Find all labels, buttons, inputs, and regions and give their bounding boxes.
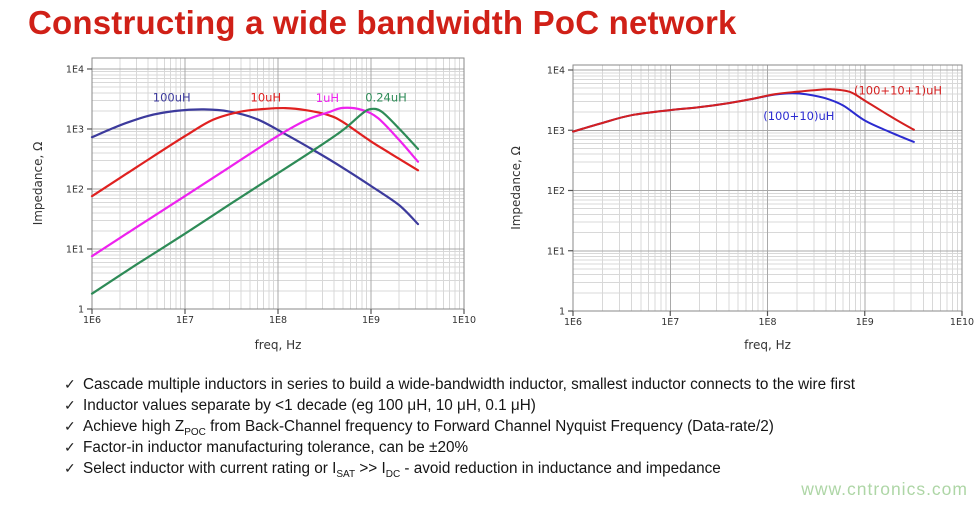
x-tick-label: 1E10 — [452, 315, 476, 326]
x-axis-title: freq, Hz — [255, 338, 302, 352]
y-axis-title: Impedance, Ω — [509, 146, 523, 230]
y-tick-label: 1E4 — [547, 66, 565, 77]
impedance-chart-individual-inductors: 1E6 1E7 1E8 1E9 1E10 1 1E1 1E2 1E3 1E4 freq, Hz Imp… — [31, 57, 476, 352]
y-tick-label: 1E3 — [66, 124, 84, 135]
note-text: Inductor values separate by <1 decade (e… — [83, 397, 536, 414]
curve-label-1uH: 1uH — [316, 91, 339, 105]
x-tick-label: 1E6 — [83, 315, 101, 326]
y-tick-label: 1E2 — [66, 184, 84, 195]
x-tick-label: 1E10 — [950, 317, 974, 328]
check-icon: ✓ — [64, 397, 76, 413]
list-item: ✓ Cascade multiple inductors in series to… — [64, 374, 964, 395]
curve-label-0.24uH: 0.24uH — [365, 91, 407, 105]
y-tick-label: 1 — [78, 305, 84, 316]
x-axis-title: freq, Hz — [744, 338, 791, 352]
subscript-text: SAT — [336, 469, 356, 481]
list-item: ✓ Factor-in inductor manufacturing tolera… — [64, 437, 964, 458]
y-tick-label: 1E3 — [547, 126, 565, 137]
x-tick-label: 1E8 — [269, 315, 287, 326]
note-text: from Back-Channel frequency to Forward C… — [205, 418, 774, 435]
list-item: ✓ Achieve high ZPOC from Back-Channel fre… — [64, 416, 964, 439]
subscript-text: DC — [385, 469, 401, 481]
notes-list: ✓ Cascade multiple inductors in series to… — [64, 374, 964, 481]
x-tick-label: 1E9 — [362, 315, 380, 326]
note-text: Achieve high Z — [83, 418, 185, 435]
y-tick-label: 1 — [559, 307, 565, 318]
x-tick-label: 1E9 — [856, 317, 874, 328]
note-text: Cascade multiple inductors in series to … — [83, 376, 856, 393]
curve-100uH — [90, 108, 420, 226]
y-tick-label: 1E2 — [547, 186, 565, 197]
y-tick-label: 1E4 — [66, 64, 84, 75]
watermark: www.cntronics.com — [801, 479, 968, 499]
x-tick-label: 1E7 — [661, 317, 679, 328]
y-tick-label: 1E1 — [66, 244, 84, 255]
y-tick-label: 1E1 — [547, 246, 565, 257]
list-item: ✓ Inductor values separate by <1 decade (… — [64, 395, 964, 416]
x-tick-label: 1E7 — [176, 315, 194, 326]
note-text: - avoid reduction in inductance and impe… — [400, 460, 721, 477]
curve-label-(100+10+1)uH: (100+10+1)uH — [854, 83, 942, 97]
check-icon: ✓ — [64, 460, 76, 476]
x-tick-label: 1E6 — [564, 317, 582, 328]
note-text: Factor-in inductor manufacturing toleran… — [83, 439, 469, 456]
y-axis-title: Impedance, Ω — [31, 142, 45, 226]
check-icon: ✓ — [64, 439, 76, 455]
subscript-text: POC — [184, 427, 206, 439]
curve-label-100uH: 100uH — [153, 91, 191, 105]
x-tick-label: 1E8 — [758, 317, 776, 328]
check-icon: ✓ — [64, 418, 76, 434]
curve-0.24uH — [90, 107, 420, 295]
curve-label-(100+10)uH: (100+10)uH — [763, 109, 834, 123]
note-text: >> I — [355, 460, 386, 477]
list-item: ✓ Select inductor with current rating or … — [64, 458, 964, 481]
curve-1uH — [90, 106, 420, 258]
check-icon: ✓ — [64, 376, 76, 392]
note-text: Select inductor with current rating or I — [83, 460, 337, 477]
curve-(100+10+1)uH — [572, 88, 915, 133]
curve-10uH — [90, 106, 420, 198]
page-title: Constructing a wide bandwidth PoC networ… — [28, 4, 737, 41]
impedance-chart-cascaded-inductors: 1E6 1E7 1E8 1E9 1E10 1 1E1 1E2 1E3 1E4 freq, Hz Imp… — [509, 64, 974, 352]
curve-label-10uH: 10uH — [251, 91, 282, 105]
